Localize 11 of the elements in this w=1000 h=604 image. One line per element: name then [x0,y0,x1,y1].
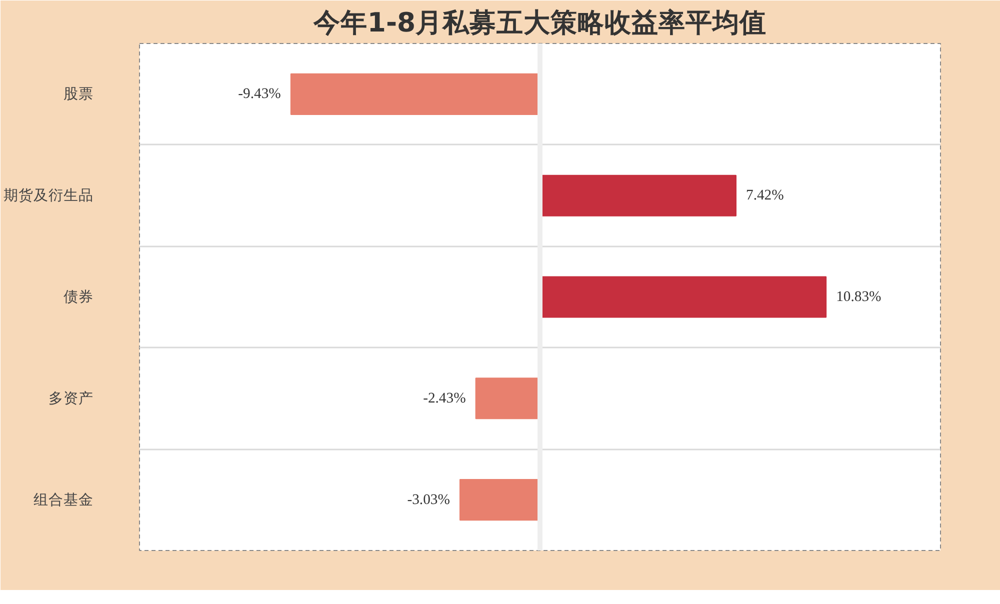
y-tick-label: 组合基金 [34,491,94,508]
y-tick-label: 股票 [64,86,94,103]
data-label: -3.03% [407,492,450,508]
data-label: -9.43% [238,86,281,102]
y-tick-label: 多资产 [48,390,94,407]
data-label: 7.42% [746,188,784,204]
chart-title: 今年1-8月私募五大策略收益率平均值 [312,8,767,38]
data-label: 10.83% [836,289,882,305]
data-label: -2.43% [423,390,466,406]
y-tick-label: 期货及衍生品 [4,187,94,204]
y-tick-label: 债券 [64,288,94,306]
